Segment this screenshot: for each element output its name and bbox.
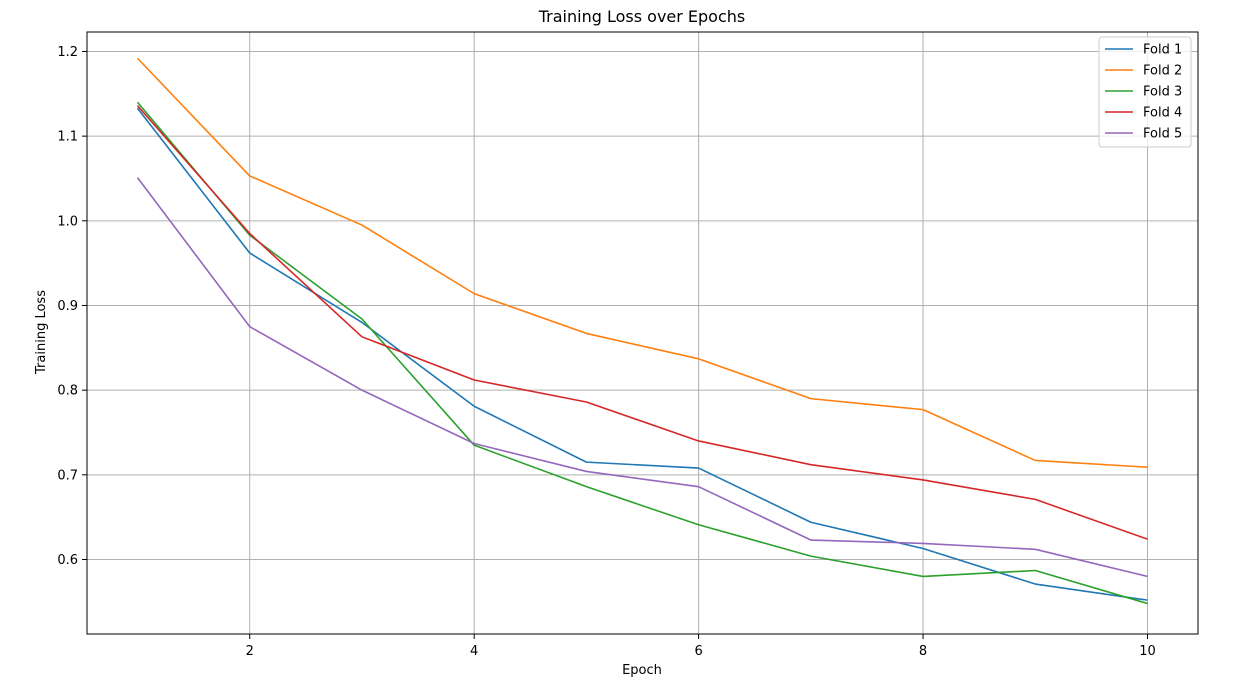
legend-label: Fold 4 [1143,106,1182,121]
x-tick-label: 6 [694,644,702,659]
x-axis: 2 4 6 8 10 [246,634,1156,659]
legend-label: Fold 2 [1143,64,1182,79]
series-line-1 [136,107,1148,601]
series-line-2 [136,57,1148,468]
x-tick-label: 8 [919,644,927,659]
legend-label: Fold 5 [1143,127,1182,142]
x-tick-label: 4 [470,644,478,659]
series-lines [136,57,1148,605]
y-tick-label: 1.0 [57,214,78,229]
y-tick-label: 0.7 [57,468,78,483]
plot-frame [86,31,1199,635]
series-line-3 [136,101,1148,605]
y-tick-label: 1.2 [57,45,78,60]
x-tick-label: 10 [1139,644,1156,659]
series-line-5 [136,177,1148,578]
y-tick-label: 0.8 [57,384,78,399]
y-tick-label: 0.9 [57,299,78,314]
y-axis: 0.6 0.7 0.8 0.9 1.0 1.1 1.2 [57,45,87,568]
y-tick-label: 0.6 [57,553,78,568]
x-axis-label: Epoch [622,663,662,678]
legend-label: Fold 3 [1143,85,1182,100]
legend-box [1098,36,1192,148]
chart-title: Training Loss over Epochs [538,7,746,26]
y-axis-label: Training Loss [34,290,49,375]
legend: Fold 1 Fold 2 Fold 3 Fold 4 Fold 5 [1098,36,1192,148]
grid-lines [87,32,1198,634]
x-tick-label: 2 [246,644,254,659]
legend-label: Fold 1 [1143,43,1182,58]
y-tick-label: 1.1 [57,130,78,145]
series-line-4 [136,105,1148,540]
